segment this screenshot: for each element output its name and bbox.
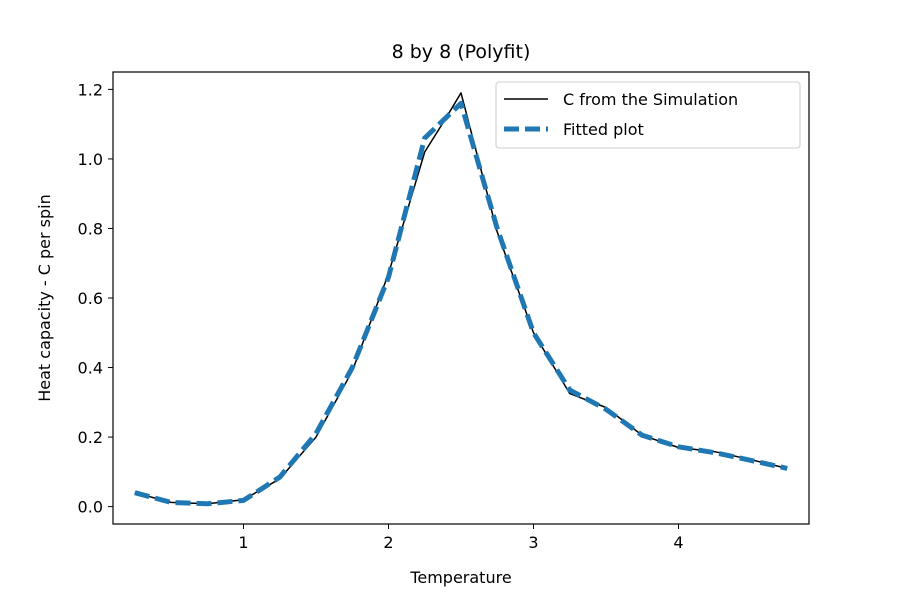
x-tick-label: 1 [238,533,248,552]
y-tick-label: 0.0 [78,498,103,517]
y-tick-label: 1.2 [78,80,103,99]
legend-label-fitted: Fitted plot [563,120,644,139]
x-axis-label: Temperature [409,568,511,587]
x-tick-label: 2 [383,533,393,552]
y-tick-label: 0.8 [78,219,103,238]
series-layer [134,92,788,507]
legend-label-simulation: C from the Simulation [563,90,738,109]
y-axis-ticks: 0.0 0.2 0.4 0.6 0.8 1.0 1.2 [78,80,113,517]
y-axis-label: Heat capacity - C per spin [35,194,54,402]
legend-box [495,81,801,149]
series-line-fitted [134,100,788,507]
y-tick-label: 0.6 [78,289,103,308]
y-tick-label: 1.0 [78,150,103,169]
x-tick-label: 4 [673,533,683,552]
x-axis-ticks: 1 2 3 4 [238,524,684,552]
x-tick-label: 3 [528,533,538,552]
chart-title: 8 by 8 (Polyfit) [392,41,531,63]
y-tick-label: 0.2 [78,428,103,447]
plot-frame [112,71,810,525]
y-tick-label: 0.4 [78,359,103,378]
legend: C from the Simulation Fitted plot [495,81,801,149]
